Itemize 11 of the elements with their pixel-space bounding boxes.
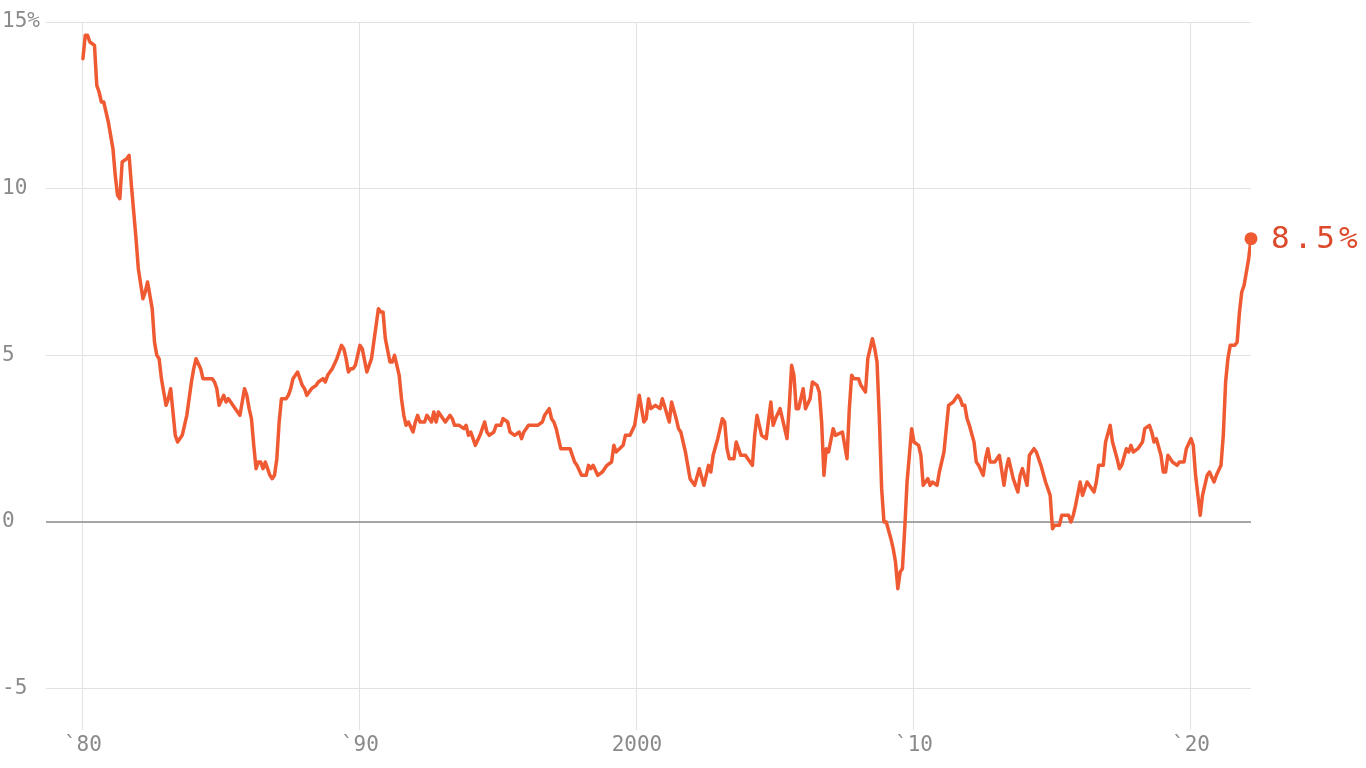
- x-tick-label: `80: [63, 732, 102, 757]
- y-tick-label: 15%: [2, 8, 41, 33]
- y-tick-label: -5: [2, 675, 28, 700]
- x-tick-label: `90: [340, 732, 379, 757]
- x-tick-label: 2000: [611, 732, 663, 757]
- y-tick-label: 10: [2, 175, 28, 200]
- annotation: 8.5%: [1271, 218, 1362, 255]
- y-tick-label: 5: [2, 341, 15, 366]
- y-tick-label: 0: [2, 508, 15, 533]
- x-tick-label: `10: [895, 732, 933, 757]
- x-tick-label: `20: [1172, 732, 1210, 757]
